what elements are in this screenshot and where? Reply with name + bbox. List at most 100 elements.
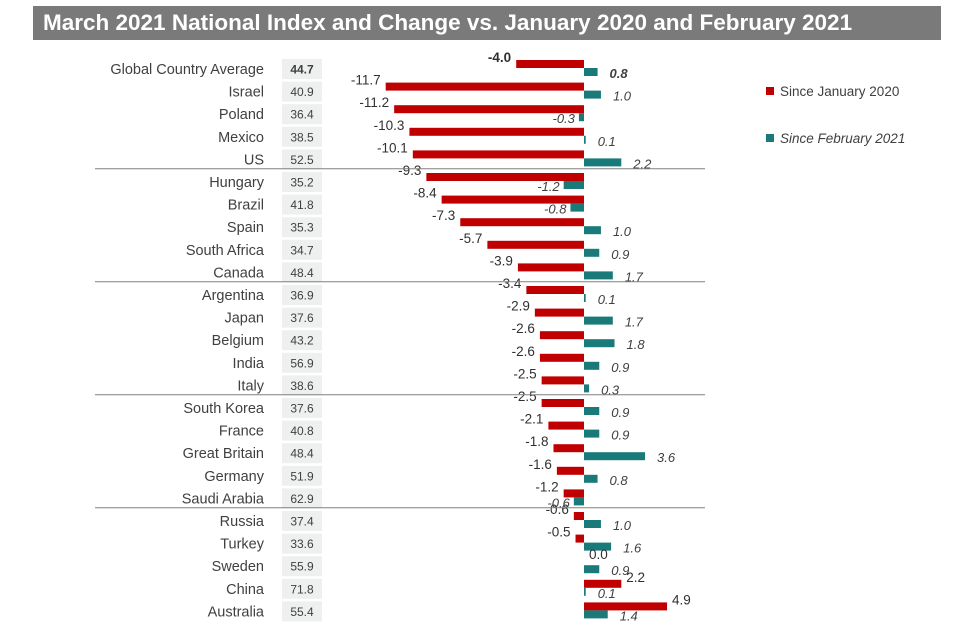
label-since-january-2020: -11.7	[351, 73, 381, 88]
index-value-box	[282, 443, 322, 464]
label-since-february-2021: 1.0	[613, 89, 632, 104]
category-label: Russia	[220, 514, 265, 530]
label-since-february-2021: -0.8	[544, 202, 567, 217]
bar-since-february-2021	[584, 384, 590, 393]
index-value-box	[282, 126, 322, 147]
bar-since-january-2020	[548, 421, 584, 430]
category-label: Argentina	[202, 288, 265, 304]
label-since-february-2021: 0.8	[610, 473, 629, 488]
bar-since-february-2021	[584, 90, 601, 99]
bar-since-february-2021	[584, 339, 615, 348]
category-label: France	[219, 424, 264, 440]
index-value-box	[282, 420, 322, 441]
category-label: Sweden	[212, 559, 264, 575]
label-since-january-2020: -2.5	[513, 389, 536, 404]
category-label: Belgium	[212, 333, 264, 349]
label-since-february-2021: 1.7	[625, 315, 644, 330]
category-label: Brazil	[228, 198, 264, 214]
bar-since-january-2020	[584, 602, 668, 611]
label-since-february-2021: 1.7	[625, 269, 644, 284]
category-label: Italy	[237, 378, 264, 394]
bar-since-january-2020	[460, 218, 584, 227]
label-since-february-2021: 0.9	[611, 405, 629, 420]
label-since-january-2020: -5.7	[459, 231, 482, 246]
index-value: 36.4	[290, 108, 314, 122]
index-value-box	[282, 104, 322, 125]
bar-since-february-2021	[584, 429, 600, 438]
bar-since-january-2020	[584, 579, 622, 588]
index-value-box	[282, 556, 322, 577]
label-since-january-2020: 2.2	[626, 570, 645, 585]
index-value-box	[282, 375, 322, 396]
bar-since-january-2020	[516, 60, 584, 68]
index-value: 55.9	[290, 560, 314, 574]
bar-since-february-2021	[584, 135, 586, 144]
index-value-box	[282, 172, 322, 192]
label-since-january-2020: -3.4	[498, 276, 522, 291]
bar-since-january-2020	[556, 466, 584, 475]
category-label: US	[244, 152, 264, 168]
bar-since-february-2021	[584, 226, 601, 235]
legend-swatch-since-february-2021	[766, 134, 774, 142]
bar-since-january-2020	[539, 353, 584, 362]
index-value: 41.8	[290, 198, 314, 212]
bar-since-january-2020	[426, 173, 584, 181]
index-value: 51.9	[290, 469, 314, 483]
bar-since-january-2020	[541, 399, 584, 407]
category-label: Hungary	[209, 175, 265, 191]
label-since-january-2020: -7.3	[432, 208, 455, 223]
label-since-january-2020: -2.9	[507, 299, 530, 314]
category-label: Israel	[229, 85, 264, 101]
chart-title: March 2021 National Index and Change vs.…	[33, 6, 941, 40]
index-value: 33.6	[290, 537, 314, 551]
index-value: 35.2	[290, 176, 314, 190]
bar-since-february-2021	[584, 565, 600, 574]
index-value-box	[282, 262, 322, 283]
bar-since-january-2020	[412, 150, 584, 159]
bar-since-january-2020	[553, 444, 584, 453]
index-value: 40.8	[290, 424, 314, 438]
index-value-box	[282, 352, 322, 373]
category-label: South Africa	[186, 243, 265, 259]
bar-since-february-2021	[584, 271, 613, 280]
label-since-february-2021: 0.1	[598, 134, 616, 149]
category-label: Saudi Arabia	[182, 491, 265, 507]
category-label: Great Britain	[183, 446, 264, 462]
label-since-january-2020: -2.6	[512, 344, 535, 359]
index-value-box	[282, 307, 322, 328]
index-value: 48.4	[290, 447, 314, 461]
bar-since-february-2021	[584, 68, 598, 76]
label-since-january-2020: -2.1	[520, 412, 543, 427]
label-since-february-2021: 1.8	[627, 337, 646, 352]
index-value-box	[282, 465, 322, 486]
bar-since-february-2021	[584, 361, 600, 370]
bar-since-february-2021	[584, 407, 600, 415]
label-since-january-2020: -1.8	[525, 434, 548, 449]
bar-since-february-2021	[570, 203, 584, 212]
label-since-february-2021: 2.2	[632, 156, 652, 171]
bar-since-february-2021	[563, 181, 584, 189]
index-value-box	[282, 149, 322, 170]
index-value-box	[282, 601, 322, 622]
label-since-january-2020: -10.1	[377, 140, 408, 155]
bar-since-february-2021	[584, 294, 586, 302]
label-since-january-2020: -1.2	[535, 479, 558, 494]
index-value: 37.6	[290, 311, 314, 325]
bar-since-january-2020	[517, 263, 584, 272]
label-since-january-2020: -9.3	[398, 163, 421, 178]
bar-since-february-2021	[584, 452, 646, 461]
label-since-january-2020: -0.6	[546, 502, 569, 517]
label-since-january-2020: -2.5	[513, 366, 536, 381]
index-value: 38.5	[290, 130, 314, 144]
bar-since-february-2021	[584, 520, 601, 528]
label-since-february-2021: 1.0	[613, 224, 632, 239]
bar-since-january-2020	[575, 534, 584, 543]
bar-since-february-2021	[573, 497, 584, 506]
index-value-box	[282, 488, 322, 509]
index-value: 43.2	[290, 334, 314, 348]
index-value: 52.5	[290, 153, 314, 167]
bar-since-february-2021	[584, 542, 612, 551]
category-label: Canada	[213, 265, 265, 281]
label-since-february-2021: 0.3	[601, 382, 620, 397]
index-value-box	[282, 285, 322, 305]
